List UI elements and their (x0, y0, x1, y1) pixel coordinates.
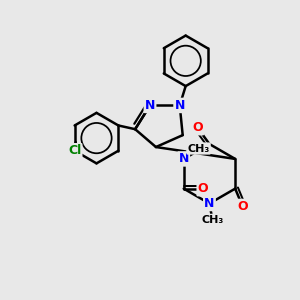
Text: N: N (175, 99, 185, 112)
Text: Cl: Cl (68, 144, 81, 157)
Text: O: O (192, 121, 203, 134)
Text: CH₃: CH₃ (201, 215, 224, 225)
Text: N: N (145, 99, 155, 112)
Text: O: O (198, 182, 208, 195)
Text: CH₃: CH₃ (188, 143, 210, 154)
Text: N: N (204, 197, 214, 210)
Text: N: N (178, 152, 189, 165)
Text: O: O (237, 200, 248, 213)
